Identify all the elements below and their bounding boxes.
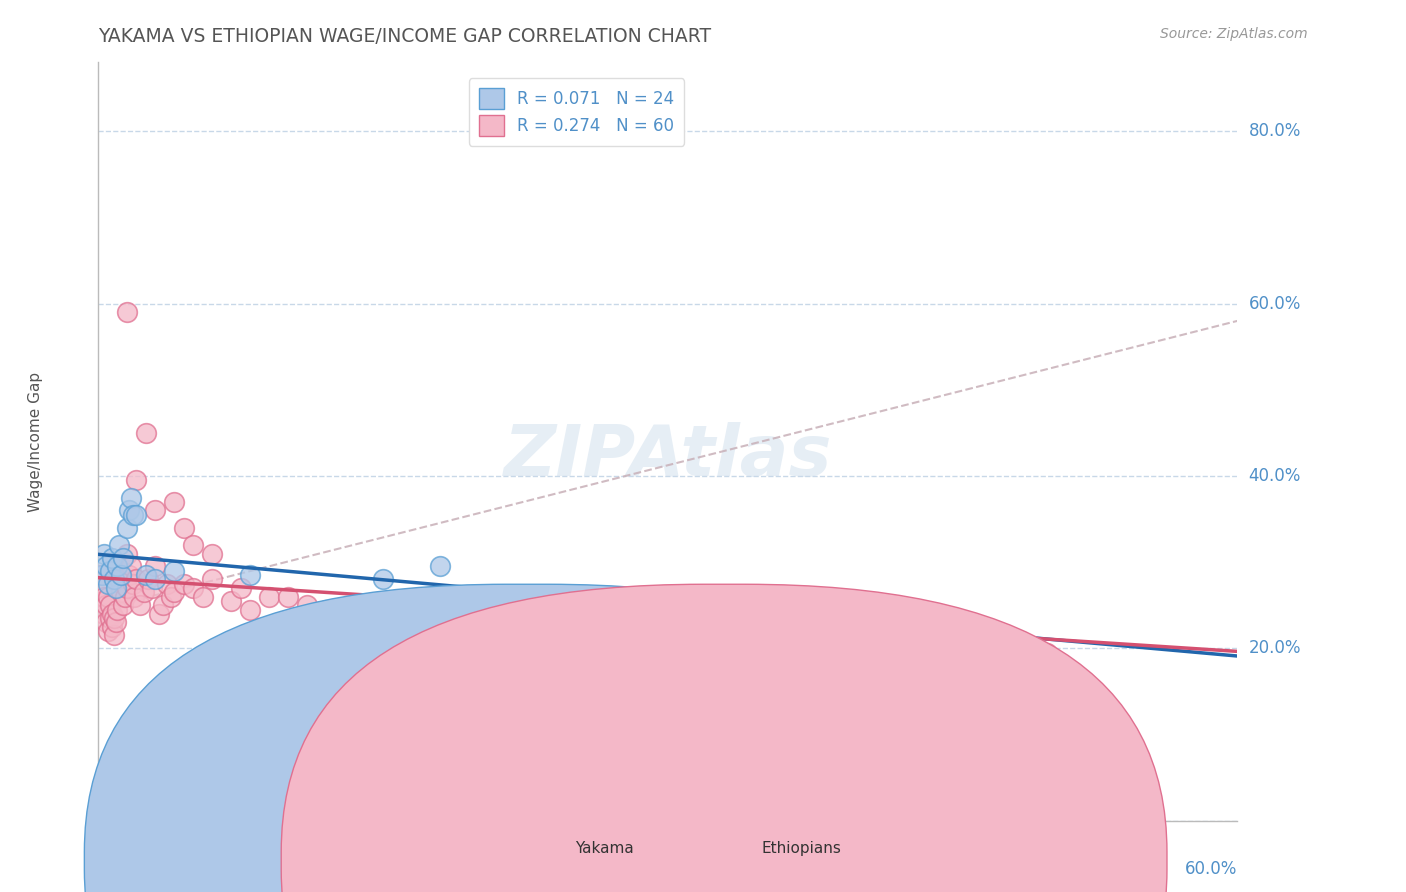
- Point: [118, 503, 141, 517]
- Point: [156, 576, 179, 591]
- Point: [145, 559, 167, 574]
- Point: [183, 581, 205, 595]
- Point: [108, 538, 131, 552]
- Point: [115, 521, 138, 535]
- Point: [108, 573, 131, 587]
- Text: 60.0%: 60.0%: [1249, 294, 1301, 313]
- Point: [145, 573, 167, 587]
- Point: [104, 615, 127, 630]
- Point: [100, 607, 122, 621]
- Point: [135, 425, 157, 440]
- Point: [112, 599, 135, 613]
- Text: YAKAMA VS ETHIOPIAN WAGE/INCOME GAP CORRELATION CHART: YAKAMA VS ETHIOPIAN WAGE/INCOME GAP CORR…: [98, 27, 711, 45]
- Point: [121, 576, 143, 591]
- Point: [163, 564, 186, 578]
- Point: [429, 559, 451, 574]
- Point: [335, 607, 357, 621]
- Point: [315, 602, 337, 616]
- Text: Source: ZipAtlas.com: Source: ZipAtlas.com: [1160, 27, 1308, 41]
- Point: [120, 559, 142, 574]
- Text: 60.0%: 60.0%: [1185, 860, 1237, 878]
- Point: [112, 550, 135, 565]
- Point: [103, 611, 125, 625]
- Point: [107, 602, 129, 616]
- Point: [163, 495, 186, 509]
- Point: [657, 602, 679, 616]
- Point: [91, 568, 114, 582]
- Point: [239, 568, 262, 582]
- Text: ZIPAtlas: ZIPAtlas: [503, 422, 832, 491]
- Point: [93, 590, 115, 604]
- Point: [145, 503, 167, 517]
- Point: [141, 581, 163, 595]
- Point: [239, 602, 262, 616]
- Point: [115, 581, 138, 595]
- Point: [297, 599, 319, 613]
- Point: [229, 581, 252, 595]
- Point: [121, 508, 143, 522]
- Point: [163, 585, 186, 599]
- Point: [93, 607, 115, 621]
- Point: [110, 585, 132, 599]
- Legend: R = 0.071   N = 24, R = 0.274   N = 60: R = 0.071 N = 24, R = 0.274 N = 60: [470, 78, 685, 145]
- Point: [104, 581, 127, 595]
- Point: [120, 491, 142, 505]
- Point: [201, 573, 224, 587]
- Point: [135, 568, 157, 582]
- Point: [148, 607, 170, 621]
- Point: [103, 573, 125, 587]
- Point: [125, 508, 148, 522]
- Text: 0.0%: 0.0%: [98, 860, 141, 878]
- Point: [136, 573, 159, 587]
- Point: [97, 624, 120, 639]
- Point: [89, 568, 111, 582]
- Point: [115, 547, 138, 561]
- Text: Yakama: Yakama: [575, 841, 634, 856]
- Point: [183, 538, 205, 552]
- Point: [129, 599, 152, 613]
- Point: [98, 599, 121, 613]
- Point: [114, 590, 136, 604]
- Point: [371, 573, 394, 587]
- Text: Ethiopians: Ethiopians: [762, 841, 841, 856]
- Point: [132, 585, 155, 599]
- Point: [152, 599, 174, 613]
- Point: [201, 547, 224, 561]
- Point: [173, 521, 195, 535]
- Point: [124, 590, 146, 604]
- Point: [110, 568, 132, 582]
- Point: [98, 611, 121, 625]
- Point: [94, 599, 117, 613]
- Point: [107, 559, 129, 574]
- Point: [125, 573, 148, 587]
- Point: [98, 564, 121, 578]
- Text: 80.0%: 80.0%: [1249, 122, 1301, 140]
- Point: [259, 590, 281, 604]
- Point: [100, 620, 122, 634]
- Point: [94, 559, 117, 574]
- Point: [125, 473, 148, 487]
- Text: 20.0%: 20.0%: [1249, 640, 1301, 657]
- Point: [97, 590, 120, 604]
- Point: [94, 615, 117, 630]
- Point: [91, 594, 114, 608]
- Text: 40.0%: 40.0%: [1249, 467, 1301, 485]
- Point: [97, 576, 120, 591]
- Point: [173, 576, 195, 591]
- Point: [100, 550, 122, 565]
- Point: [93, 547, 115, 561]
- Point: [118, 568, 141, 582]
- Text: Wage/Income Gap: Wage/Income Gap: [28, 371, 44, 512]
- Point: [103, 628, 125, 642]
- Point: [191, 590, 214, 604]
- Point: [107, 559, 129, 574]
- Point: [159, 590, 181, 604]
- Point: [221, 594, 243, 608]
- Point: [277, 590, 299, 604]
- Point: [115, 305, 138, 319]
- Point: [91, 581, 114, 595]
- Point: [1036, 646, 1059, 660]
